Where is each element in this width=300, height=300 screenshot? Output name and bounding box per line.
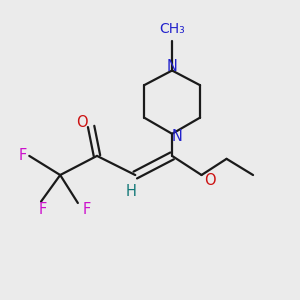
Text: N: N: [167, 59, 178, 74]
Text: CH₃: CH₃: [159, 22, 185, 36]
Text: O: O: [204, 173, 216, 188]
Text: O: O: [76, 116, 88, 130]
Text: H: H: [125, 184, 136, 199]
Text: F: F: [19, 148, 27, 163]
Text: F: F: [38, 202, 47, 217]
Text: F: F: [82, 202, 91, 217]
Text: N: N: [172, 129, 183, 144]
